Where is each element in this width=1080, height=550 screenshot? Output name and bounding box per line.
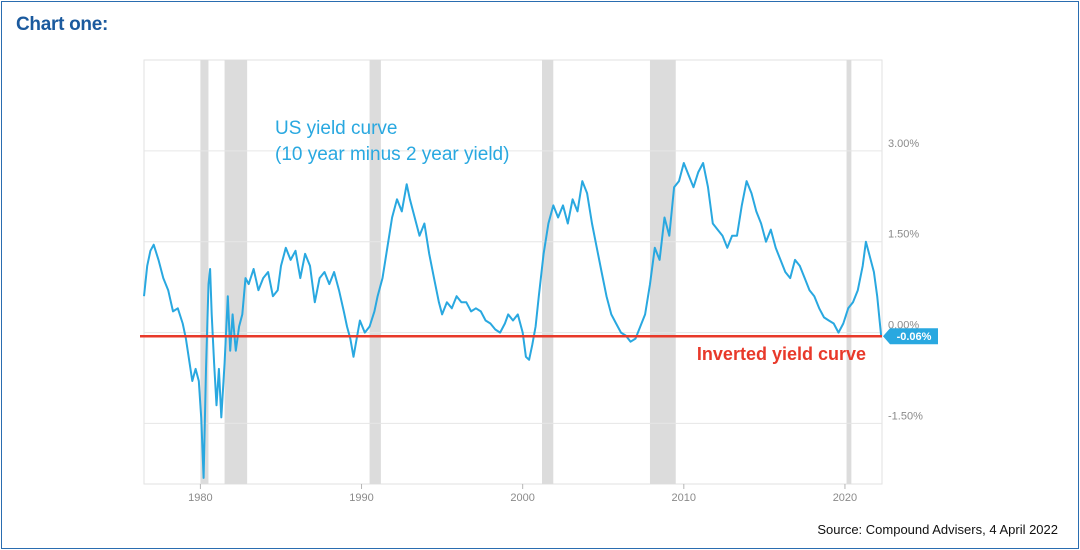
x-tick-label: 2010: [672, 492, 696, 504]
series-title-line: (10 year minus 2 year yield): [275, 144, 509, 165]
yield-curve-line: [143, 162, 883, 479]
x-tick-label: 1980: [188, 492, 212, 504]
y-tick-label: -1.50%: [888, 410, 923, 422]
last-value-label: -0.06%: [897, 331, 932, 343]
x-tick-label: 2000: [510, 492, 534, 504]
recession-band: [649, 60, 676, 484]
recession-band: [369, 60, 381, 484]
inverted-yield-label: Inverted yield curve: [697, 344, 866, 364]
source-note: Source: Compound Advisers, 4 April 2022: [817, 522, 1058, 537]
x-tick-label: 1990: [349, 492, 373, 504]
chart-heading: Chart one:: [16, 14, 109, 35]
series-title-line: US yield curve: [275, 118, 398, 139]
last-value-badge: [883, 328, 938, 345]
recession-band: [846, 60, 852, 484]
y-tick-label: 1.50%: [888, 229, 919, 241]
recession-band: [224, 60, 248, 484]
y-tick-label: 3.00%: [888, 138, 919, 150]
x-tick-label: 2020: [833, 492, 857, 504]
recession-band: [542, 60, 554, 484]
recession-band: [200, 60, 209, 484]
